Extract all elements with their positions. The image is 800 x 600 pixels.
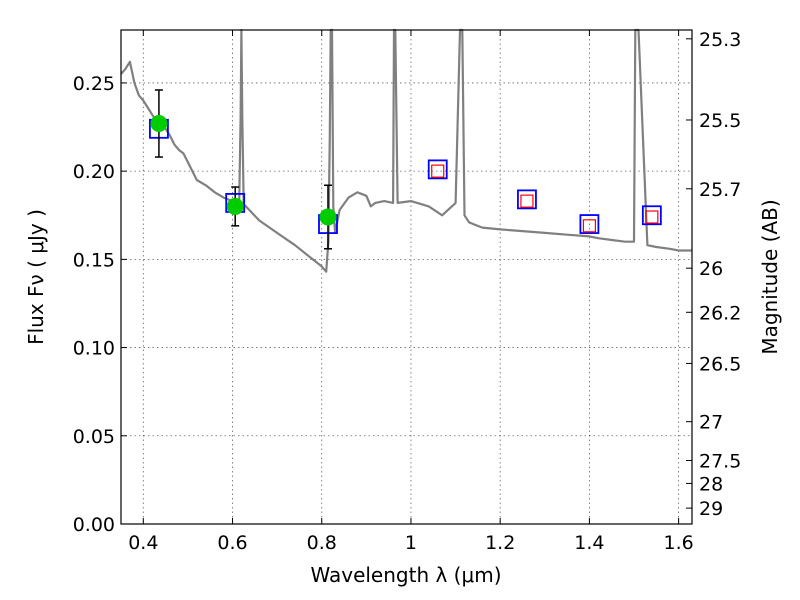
upper-limit-box — [431, 164, 445, 178]
model-band-box — [579, 214, 600, 234]
plot-frame — [120, 29, 693, 525]
y2-tick-label: 27 — [699, 412, 723, 434]
y-tick-label: 0.15 — [73, 249, 115, 271]
y2-tick-label: 28 — [699, 473, 723, 495]
y2-tick-label: 29 — [699, 498, 723, 520]
observed-point — [319, 208, 337, 226]
x-axis-label: Wavelength λ (μm) — [310, 563, 501, 587]
model-sed-line — [120, 28, 692, 273]
y2-tick-label: 27.5 — [699, 450, 741, 472]
y-tick-label: 0.20 — [73, 161, 115, 183]
x-tick-label: 0.6 — [217, 532, 247, 554]
x-tick-label: 0.8 — [307, 532, 337, 554]
x-tick-label: 0.4 — [128, 532, 158, 554]
y2-tick-label: 25.5 — [699, 110, 741, 132]
x-tick-label: 1.4 — [574, 532, 604, 554]
y2-tick-label: 26.2 — [699, 302, 741, 324]
y-tick-label: 0.00 — [73, 514, 115, 536]
upper-limit-box — [645, 210, 659, 224]
x-tick-label: 1.2 — [485, 532, 515, 554]
model-band-box — [427, 159, 448, 180]
axis-ticks: 0.4 0.6 0.8 1 1.2 1.4 1.6 0.00 0.05 0.10 0.15 0.20 0… — [73, 29, 742, 554]
y2-tick-label: 25.3 — [699, 29, 741, 51]
upper-limit-box — [582, 219, 596, 233]
x-tick-label: 1 — [405, 532, 417, 554]
upper-limit-box — [520, 194, 534, 208]
model-sed-series — [120, 28, 692, 273]
y2-tick-label: 25.7 — [699, 179, 741, 201]
observed-point — [150, 115, 168, 133]
y2-axis-label: Magnitude (AB) — [758, 199, 782, 354]
observed-point — [226, 197, 244, 215]
y2-tick-label: 26.5 — [699, 353, 741, 375]
model-band-box — [641, 205, 662, 226]
y-tick-label: 0.10 — [73, 338, 115, 360]
x-tick-label: 1.6 — [664, 532, 694, 554]
y-tick-label: 0.25 — [73, 73, 115, 95]
y-tick-label: 0.05 — [73, 426, 115, 448]
observed-points — [150, 89, 337, 250]
y2-tick-label: 26 — [699, 258, 723, 280]
model-band-boxes — [149, 118, 662, 234]
grid-lines — [121, 30, 692, 525]
model-band-box — [517, 189, 537, 210]
y-axis-label: Flux Fν ( μJy ) — [24, 209, 48, 345]
